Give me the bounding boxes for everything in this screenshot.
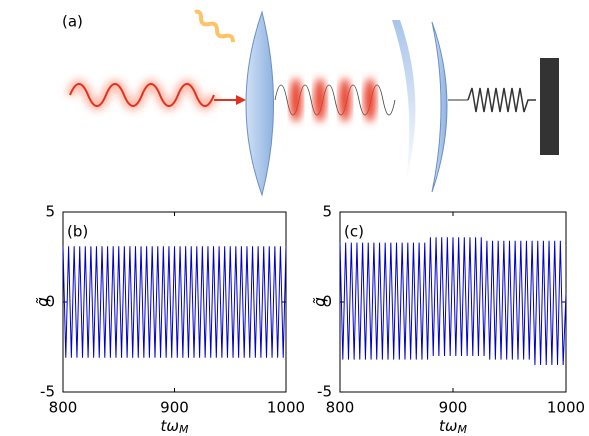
x-tick-label: 900 <box>439 399 468 417</box>
y-tick-label: 5 <box>45 203 55 221</box>
setup-diagram: (a) <box>62 9 559 197</box>
x-axis-label-sub: M <box>457 423 467 436</box>
y-tick-label: -5 <box>40 383 55 401</box>
data-line <box>62 246 287 358</box>
x-axis-label-sub: M <box>179 423 189 436</box>
x-axis-label: tωM <box>161 417 189 436</box>
y-tick-label: 0 <box>322 293 332 311</box>
x-axis-label-main: tω <box>439 417 457 435</box>
output-light <box>194 9 235 43</box>
moving-mirror <box>431 21 448 193</box>
spring <box>467 87 536 113</box>
x-tick-label: 800 <box>49 399 78 417</box>
photon-field <box>364 78 376 122</box>
y-tick-label: 0 <box>45 293 55 311</box>
x-tick-label: 900 <box>160 399 189 417</box>
x-tick-label: 1000 <box>267 399 305 417</box>
arrow-head <box>236 95 246 105</box>
moving-mirror-trace <box>392 20 416 185</box>
wall <box>540 58 559 155</box>
mirror <box>245 10 274 197</box>
chart-panel: -5 0 5 800 900 1000 q̃ tωM (b) <box>34 203 306 436</box>
y-tick-label: 5 <box>322 203 332 221</box>
plot-area <box>62 211 287 393</box>
panel-label: (b) <box>67 223 88 241</box>
photon-field <box>314 78 326 122</box>
x-axis-label-main: tω <box>161 417 179 435</box>
x-axis-label: tωM <box>439 417 467 436</box>
photon-field <box>339 78 351 122</box>
photon-field <box>290 78 302 122</box>
x-tick-label: 800 <box>326 399 355 417</box>
y-axis-label: q̃ <box>34 297 52 307</box>
chart-panel: -5 0 5 800 900 1000 q̃ tωM (c) <box>311 203 586 436</box>
pump-laser <box>69 83 215 107</box>
y-axis-label: q̃ <box>311 297 329 307</box>
panel-label: (a) <box>62 13 83 31</box>
y-tick-label: -5 <box>317 383 332 401</box>
panel-label: (c) <box>344 223 364 241</box>
data-line <box>339 237 567 366</box>
x-tick-label: 1000 <box>547 399 585 417</box>
